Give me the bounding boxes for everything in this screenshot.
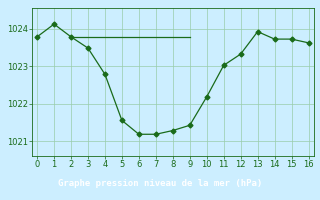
Text: Graphe pression niveau de la mer (hPa): Graphe pression niveau de la mer (hPa) [58,179,262,188]
